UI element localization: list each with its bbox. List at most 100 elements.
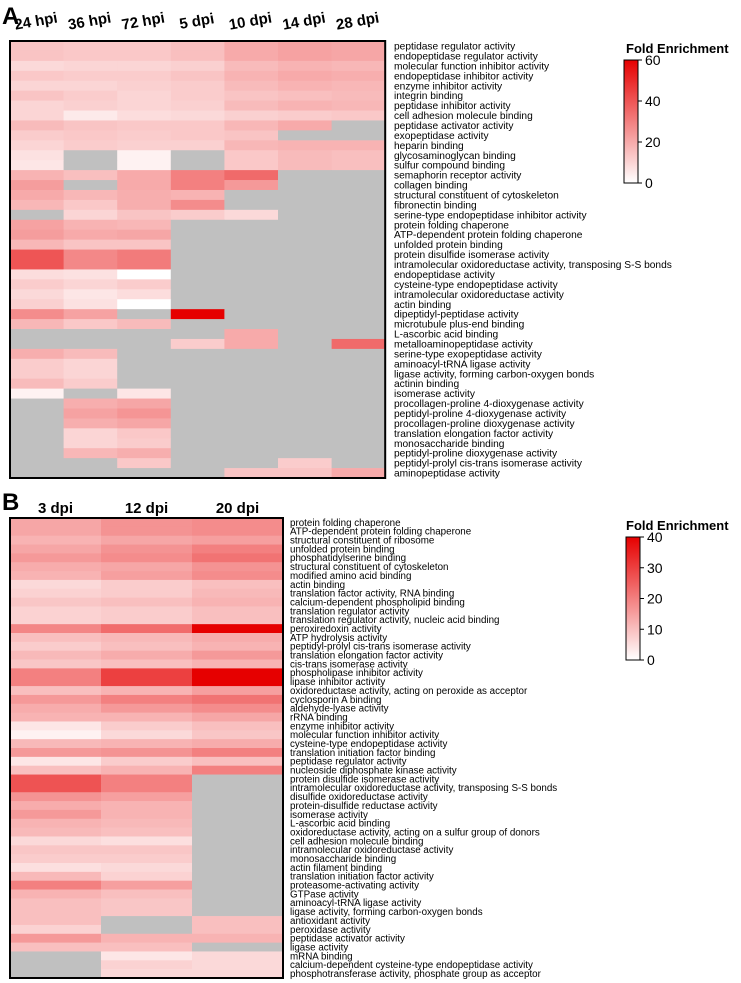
heatmap-cell — [63, 299, 118, 310]
heatmap-cell — [10, 792, 102, 802]
heatmap-cell — [117, 50, 172, 62]
heatmap-cell — [331, 438, 386, 449]
heatmap-cell — [117, 259, 172, 270]
row-label: intramolecular oxidoreductase activity, … — [394, 260, 672, 271]
heatmap-cell — [10, 150, 64, 161]
heatmap-cell — [10, 801, 102, 811]
heatmap-frame — [9, 40, 387, 479]
heatmap-cell — [224, 448, 279, 459]
heatmap-cell — [10, 160, 64, 171]
heatmap-cell — [224, 160, 279, 171]
row-label: cell adhesion molecule binding — [394, 111, 533, 122]
heatmap-cell — [101, 588, 193, 599]
column-label: 10 dpi — [228, 9, 274, 33]
heatmap-cell — [101, 969, 193, 979]
heatmap-cell — [224, 90, 279, 101]
heatmap-cell — [117, 180, 172, 191]
heatmap-cell — [101, 756, 193, 767]
heatmap-cell — [331, 398, 386, 409]
heatmap-cell — [192, 871, 284, 882]
heatmap-cell — [192, 703, 284, 714]
heatmap-cell — [63, 309, 118, 320]
heatmap-cell — [192, 544, 284, 554]
heatmap-cell — [278, 219, 332, 231]
heatmap-cell — [331, 189, 386, 201]
heatmap-cell — [10, 535, 102, 545]
heatmap-cell — [278, 259, 332, 270]
heatmap-cell — [63, 388, 118, 399]
heatmap-cell — [10, 418, 64, 429]
heatmap-cell — [331, 378, 386, 390]
heatmap-cell — [192, 659, 284, 669]
row-label: disulfide oxidoreductase activity — [290, 792, 428, 803]
heatmap-cell — [278, 41, 332, 52]
row-label: collagen binding — [394, 181, 468, 192]
heatmap-cell — [224, 279, 279, 290]
row-label: ATP hydrolysis activity — [290, 633, 387, 644]
heatmap-cell — [63, 398, 118, 409]
heatmap-cell — [63, 438, 118, 449]
heatmap-cell — [170, 299, 225, 310]
heatmap-cell — [10, 289, 64, 300]
row-label: cysteine-type endopeptidase activity — [394, 280, 559, 291]
heatmap-cell — [192, 960, 284, 970]
row-label: intramolecular oxidoreductase activity — [290, 845, 453, 856]
heatmap-cell — [117, 80, 172, 92]
heatmap-cell — [331, 70, 386, 82]
heatmap-cell — [101, 544, 193, 554]
heatmap-cell — [117, 468, 172, 479]
row-label: proteasome-activating activity — [290, 881, 419, 892]
heatmap-cell — [10, 730, 102, 740]
heatmap-cell — [331, 160, 386, 171]
row-label: GTPase activity — [290, 889, 359, 900]
heatmap-cell — [192, 641, 284, 652]
heatmap-cell — [10, 239, 64, 250]
heatmap-cell — [101, 633, 193, 643]
row-label: peroxiredoxin activity — [290, 624, 382, 635]
heatmap-cell — [117, 160, 172, 171]
heatmap-cell — [117, 378, 172, 390]
heatmap-cell — [192, 924, 284, 935]
heatmap-cell — [10, 677, 102, 687]
heatmap-cell — [10, 209, 64, 221]
heatmap-cell — [331, 120, 386, 131]
legend-colorbar — [625, 536, 641, 661]
row-label: peptidase inhibitor activity — [394, 101, 512, 112]
heatmap-cell — [117, 90, 172, 101]
row-label: antioxidant activity — [290, 916, 370, 927]
heatmap-cell — [278, 120, 332, 131]
heatmap-cell — [63, 80, 118, 92]
heatmap-cell — [278, 209, 332, 221]
heatmap-cell — [117, 368, 172, 380]
heatmap-cell — [101, 916, 193, 926]
heatmap-cell — [331, 209, 386, 221]
heatmap-cell — [278, 239, 332, 250]
heatmap-cell — [170, 348, 225, 360]
row-label: structural constituent of ribosome — [290, 536, 435, 547]
heatmap-cell — [192, 677, 284, 687]
heatmap-cell — [192, 809, 284, 820]
heatmap-cell — [278, 140, 332, 151]
heatmap-cell — [101, 863, 193, 873]
heatmap-cell — [10, 80, 64, 92]
heatmap-cell — [10, 189, 64, 201]
heatmap-cell — [10, 916, 102, 926]
heatmap-cell — [278, 348, 332, 360]
heatmap-cell — [192, 597, 284, 607]
heatmap-cell — [170, 41, 225, 52]
heatmap-cell — [10, 140, 64, 151]
heatmap-cell — [192, 765, 284, 775]
heatmap-cell — [117, 448, 172, 459]
heatmap-cell — [224, 100, 279, 111]
heatmap-cell — [331, 249, 386, 260]
heatmap-cell — [63, 338, 118, 350]
heatmap-cell — [101, 686, 193, 696]
heatmap-cell — [331, 408, 386, 419]
heatmap-cell — [278, 319, 332, 330]
heatmap-cell — [331, 229, 386, 241]
heatmap-cell — [192, 730, 284, 740]
heatmap-cell — [63, 60, 118, 72]
heatmap-cell — [192, 571, 284, 581]
heatmap-cell — [10, 348, 64, 360]
heatmap-cell — [101, 535, 193, 545]
